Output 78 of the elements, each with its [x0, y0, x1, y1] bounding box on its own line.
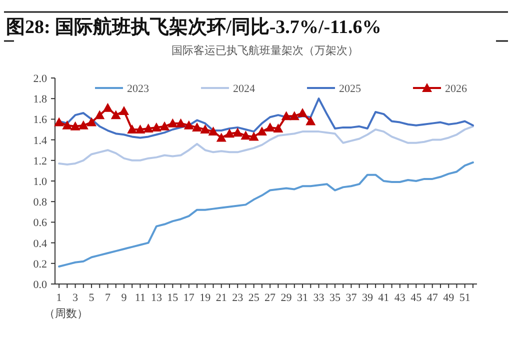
point — [200, 124, 210, 134]
x-tick-label: 1 — [56, 292, 62, 304]
y-tick-label: 1.6 — [33, 114, 48, 126]
line-series — [58, 125, 474, 166]
point — [118, 106, 129, 115]
x-tick-label: 21 — [216, 292, 227, 304]
point — [127, 124, 138, 134]
x-tick-label: 37 — [346, 292, 358, 304]
y-tick-label: 1.0 — [33, 176, 48, 188]
x-tick-label: 33 — [313, 292, 325, 304]
y-tick-label: 1.4 — [33, 134, 48, 147]
legend-label: 2026 — [445, 83, 468, 95]
x-tick-label: 49 — [443, 292, 455, 304]
point — [54, 117, 64, 126]
x-tick-label: 23 — [232, 292, 244, 304]
point — [168, 118, 178, 128]
point — [224, 128, 234, 138]
x-tick-label: 11 — [134, 292, 146, 304]
legend-label: 2023 — [127, 83, 150, 95]
point — [216, 132, 226, 142]
point — [306, 116, 316, 126]
y-tick-label: 0.8 — [33, 196, 48, 209]
y-tick-label: 0.2 — [33, 258, 47, 270]
x-axis-title: （周数） — [44, 308, 88, 320]
point — [70, 121, 80, 130]
point — [256, 126, 267, 136]
x-tick-label: 43 — [394, 292, 406, 304]
x-tick-label: 31 — [297, 292, 308, 304]
x-tick-label: 39 — [362, 292, 374, 304]
point — [102, 102, 113, 112]
x-tick-label: 15 — [167, 292, 179, 304]
x-tick-label: 13 — [150, 292, 162, 304]
x-tick-label: 45 — [410, 292, 422, 304]
chart-subtitle: 国际客运已执飞航班量架次（万架次） — [172, 44, 358, 57]
x-tick-label: 7 — [105, 292, 111, 304]
chart-title: 图28: 国际航班执飞架次环/同比-3.7%/-11.6% — [6, 16, 382, 38]
point — [78, 120, 88, 130]
point — [281, 111, 292, 120]
point — [151, 122, 162, 132]
point — [86, 117, 97, 126]
legend-label: 2024 — [233, 83, 256, 95]
x-tick-label: 17 — [183, 292, 195, 304]
x-tick-label: 5 — [88, 292, 95, 304]
point — [184, 120, 194, 130]
x-tick-label: 25 — [248, 292, 260, 304]
point — [94, 110, 105, 120]
point — [289, 111, 300, 120]
x-tick-label: 3 — [72, 292, 79, 304]
legend-label: 2025 — [339, 83, 362, 95]
point — [265, 122, 276, 132]
x-tick-label: 35 — [329, 292, 341, 304]
x-tick-label: 27 — [264, 292, 276, 304]
point — [110, 110, 121, 120]
y-tick-label: 0.6 — [33, 217, 48, 230]
point — [192, 122, 202, 132]
point — [62, 120, 72, 130]
y-tick-label: 1.2 — [33, 155, 47, 168]
point — [240, 130, 251, 140]
y-tick-label: 0.4 — [33, 238, 48, 250]
point — [248, 132, 259, 141]
y-tick-label: 0.0 — [33, 279, 48, 291]
x-tick-label: 47 — [426, 292, 438, 304]
point — [176, 118, 186, 128]
x-tick-label: 29 — [280, 292, 292, 304]
point — [273, 123, 284, 132]
x-tick-label: 51 — [459, 292, 470, 304]
point — [160, 121, 170, 130]
point — [143, 123, 154, 132]
x-tick-label: 9 — [121, 292, 128, 304]
point — [298, 108, 308, 118]
x-tick-label: 19 — [200, 292, 212, 304]
y-tick-label: 1.8 — [33, 94, 48, 106]
point — [232, 128, 243, 137]
point — [135, 124, 146, 134]
point — [208, 126, 218, 136]
x-tick-label: 41 — [378, 292, 390, 304]
line-series — [58, 161, 474, 268]
y-tick-label: 2.0 — [33, 73, 48, 85]
